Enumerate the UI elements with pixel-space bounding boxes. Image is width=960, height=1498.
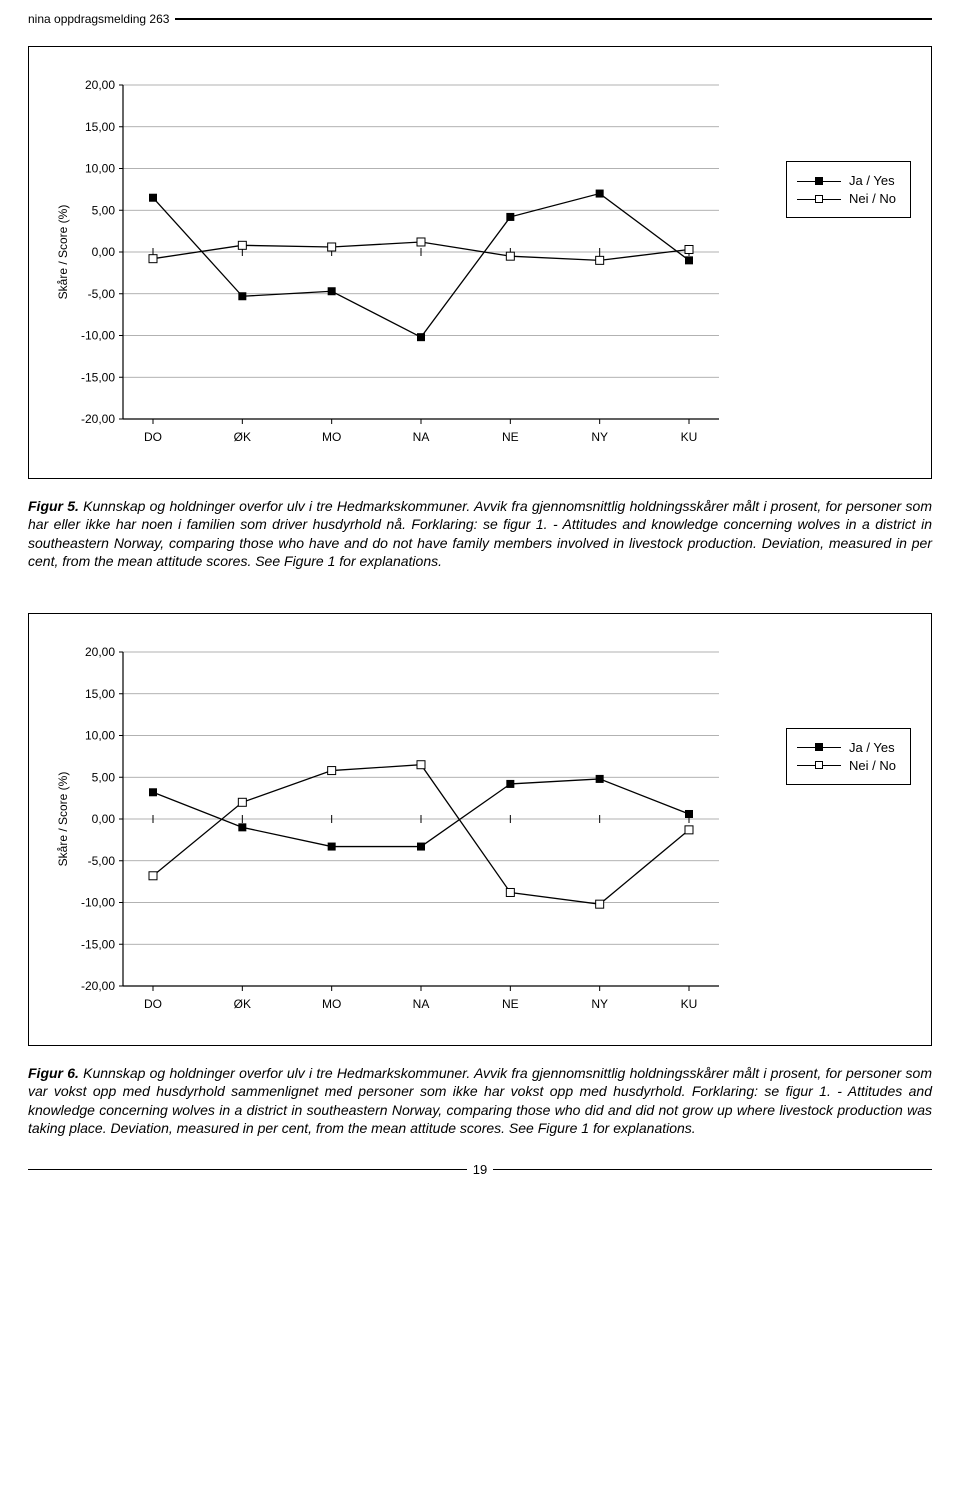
svg-text:0,00: 0,00 xyxy=(92,812,116,826)
figure5-frame: 20,00 15,00 10,00 5,00 0,00 -5,00 -10,00 -15,00… xyxy=(28,46,932,479)
header-rule xyxy=(175,18,932,20)
svg-text:DO: DO xyxy=(144,430,162,444)
svg-text:5,00: 5,00 xyxy=(92,203,116,217)
header-text: nina oppdragsmelding 263 xyxy=(28,12,175,26)
svg-text:MO: MO xyxy=(322,430,341,444)
svg-text:NA: NA xyxy=(413,997,430,1011)
legend-item-yes: Ja / Yes xyxy=(797,173,896,188)
legend-item-no: Nei / No xyxy=(797,758,896,773)
figure6-label: Figur 6. xyxy=(28,1065,79,1081)
page-number: 19 xyxy=(467,1162,493,1177)
figure5-label: Figur 5. xyxy=(28,498,79,514)
svg-text:Skåre / Score (%): Skåre / Score (%) xyxy=(56,772,70,867)
legend-item-yes: Ja / Yes xyxy=(797,740,896,755)
legend-yes-label: Ja / Yes xyxy=(849,740,895,755)
svg-text:NE: NE xyxy=(502,997,519,1011)
svg-text:20,00: 20,00 xyxy=(85,645,115,659)
svg-text:ØK: ØK xyxy=(234,430,251,444)
svg-text:15,00: 15,00 xyxy=(85,120,115,134)
svg-text:NE: NE xyxy=(502,430,519,444)
figure5-chart: 20,00 15,00 10,00 5,00 0,00 -5,00 -10,00 -15,00… xyxy=(49,75,772,458)
svg-text:DO: DO xyxy=(144,997,162,1011)
svg-text:-5,00: -5,00 xyxy=(88,287,116,301)
svg-text:KU: KU xyxy=(681,430,698,444)
legend-no-label: Nei / No xyxy=(849,758,896,773)
legend-item-no: Nei / No xyxy=(797,191,896,206)
svg-text:Skåre / Score (%): Skåre / Score (%) xyxy=(56,205,70,300)
svg-text:NY: NY xyxy=(591,430,608,444)
svg-text:10,00: 10,00 xyxy=(85,162,115,176)
svg-text:-15,00: -15,00 xyxy=(81,937,115,951)
figure6-frame: 20,00 15,00 10,00 5,00 0,00 -5,00 -10,00 -15,00… xyxy=(28,613,932,1046)
svg-text:-20,00: -20,00 xyxy=(81,979,115,993)
svg-text:KU: KU xyxy=(681,997,698,1011)
page-header: nina oppdragsmelding 263 xyxy=(28,12,932,26)
svg-text:ØK: ØK xyxy=(234,997,251,1011)
figure5-caption: Figur 5. Kunnskap og holdninger overfor … xyxy=(28,497,932,571)
svg-text:MO: MO xyxy=(322,997,341,1011)
svg-text:NA: NA xyxy=(413,430,430,444)
svg-text:0,00: 0,00 xyxy=(92,245,116,259)
figure6-text: Kunnskap og holdninger overfor ulv i tre… xyxy=(28,1065,932,1136)
svg-text:5,00: 5,00 xyxy=(92,770,116,784)
page-number-rule: 19 xyxy=(28,1162,932,1177)
legend-yes-label: Ja / Yes xyxy=(849,173,895,188)
svg-text:20,00: 20,00 xyxy=(85,78,115,92)
svg-text:15,00: 15,00 xyxy=(85,687,115,701)
svg-text:-10,00: -10,00 xyxy=(81,329,115,343)
legend-no-label: Nei / No xyxy=(849,191,896,206)
figure6-legend: Ja / Yes Nei / No xyxy=(786,728,911,785)
svg-text:-10,00: -10,00 xyxy=(81,895,115,909)
svg-text:-5,00: -5,00 xyxy=(88,854,116,868)
figure6-chart: 20,00 15,00 10,00 5,00 0,00 -5,00 -10,00 -15,00… xyxy=(49,642,772,1025)
figure5-text: Kunnskap og holdninger overfor ulv i tre… xyxy=(28,498,932,569)
svg-text:-15,00: -15,00 xyxy=(81,370,115,384)
svg-text:-20,00: -20,00 xyxy=(81,412,115,426)
figure5-legend: Ja / Yes Nei / No xyxy=(786,161,911,218)
svg-text:10,00: 10,00 xyxy=(85,728,115,742)
svg-text:NY: NY xyxy=(591,997,608,1011)
figure6-caption: Figur 6. Kunnskap og holdninger overfor … xyxy=(28,1064,932,1138)
